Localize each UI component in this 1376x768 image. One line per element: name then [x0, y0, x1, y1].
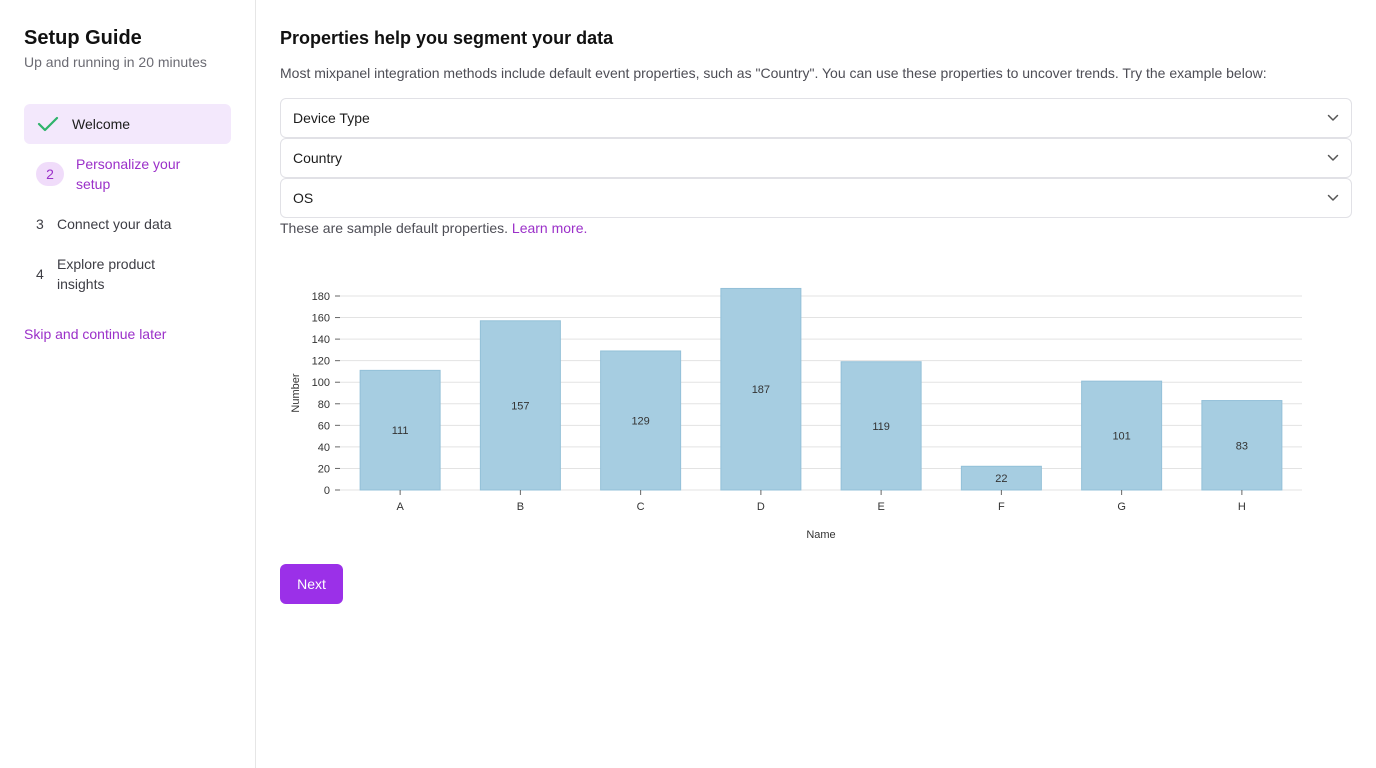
select-label: Country — [293, 150, 343, 166]
bar — [840, 361, 922, 491]
x-tick-label: G — [1117, 501, 1126, 513]
select-label: OS — [293, 190, 314, 206]
y-tick-label: 40 — [318, 442, 330, 454]
bar — [600, 350, 682, 491]
y-tick-label: 20 — [318, 463, 330, 475]
step-connect-data[interactable]: 3 Connect your data — [24, 204, 231, 244]
bar — [359, 369, 441, 491]
skip-link[interactable]: Skip and continue later — [24, 326, 167, 342]
y-tick-label: 60 — [318, 420, 330, 432]
sidebar: Setup Guide Up and running in 20 minutes… — [0, 0, 256, 768]
bar-value-label: 22 — [995, 473, 1007, 485]
check-icon — [37, 116, 59, 132]
bar-value-label: 83 — [1236, 440, 1248, 452]
y-tick-label: 180 — [312, 291, 330, 303]
step-number: 3 — [36, 216, 44, 232]
step-explore-insights[interactable]: 4 Explore product insights — [24, 244, 231, 304]
y-tick-label: 0 — [324, 485, 330, 497]
x-tick-label: E — [877, 501, 884, 513]
x-tick-label: F — [998, 501, 1005, 513]
x-tick-label: A — [396, 501, 404, 513]
x-tick-label: B — [517, 501, 524, 513]
x-tick-label: C — [637, 501, 645, 513]
steps-list: Welcome 2 Personalize your setup 3 Conne… — [24, 104, 231, 304]
step-welcome[interactable]: Welcome — [24, 104, 231, 144]
y-tick-label: 160 — [312, 313, 330, 325]
bar — [1081, 380, 1163, 491]
learn-more-link[interactable]: Learn more. — [511, 220, 588, 236]
bar — [479, 320, 561, 491]
device-type-select[interactable]: Device Type — [280, 98, 1352, 138]
select-label: Device Type — [293, 110, 370, 126]
next-button[interactable]: Next — [280, 564, 343, 604]
x-tick-label: D — [757, 501, 765, 513]
bar-value-label: 157 — [511, 400, 529, 412]
chevron-down-icon — [1327, 114, 1339, 121]
bar-value-label: 119 — [872, 421, 890, 433]
page-title: Properties help you segment your data — [280, 28, 614, 48]
sidebar-title: Setup Guide — [24, 27, 142, 49]
step-label: Explore product insights — [57, 256, 156, 292]
step-label: Welcome — [72, 116, 131, 132]
chevron-down-icon — [1327, 194, 1339, 201]
step-personalize[interactable]: 2 Personalize your setup — [24, 144, 231, 204]
x-tick-label: H — [1238, 501, 1246, 513]
y-axis-label: Number — [290, 373, 302, 412]
step-number-badge: 2 — [36, 162, 64, 186]
y-tick-label: 120 — [312, 356, 330, 368]
step-label: Personalize your setup — [76, 156, 181, 192]
y-tick-label: 140 — [312, 334, 330, 346]
step-label: Connect your data — [57, 216, 172, 232]
sample-note: These are sample default properties. Lea… — [280, 220, 1352, 236]
y-tick-label: 80 — [318, 399, 330, 411]
bar — [720, 287, 802, 491]
bar-chart: 0 20 40 60 80 100 120 140 160 180 111 A 157 B 129 C 187 D… — [280, 284, 1352, 564]
property-selects: Device Type Country OS — [280, 98, 1352, 218]
bar-value-label: 129 — [631, 415, 649, 427]
step-number: 4 — [36, 266, 44, 282]
country-select[interactable]: Country — [280, 138, 1352, 178]
x-axis-label: Name — [806, 529, 835, 541]
bar-value-label: 101 — [1112, 431, 1130, 443]
page-description: Most mixpanel integration methods includ… — [280, 65, 1267, 81]
chart-svg: 0 20 40 60 80 100 120 140 160 180 111 A 157 B 129 C 187 D… — [290, 287, 1302, 541]
bar-value-label: 187 — [752, 384, 770, 396]
bar-value-label: 111 — [392, 425, 409, 437]
y-tick-label: 100 — [312, 377, 330, 389]
chevron-down-icon — [1327, 154, 1339, 161]
main-content: Properties help you segment your data Mo… — [256, 0, 1376, 768]
sidebar-subtitle: Up and running in 20 minutes — [24, 54, 207, 70]
sample-note-text: These are sample default properties. — [280, 220, 509, 236]
os-select[interactable]: OS — [280, 178, 1352, 218]
